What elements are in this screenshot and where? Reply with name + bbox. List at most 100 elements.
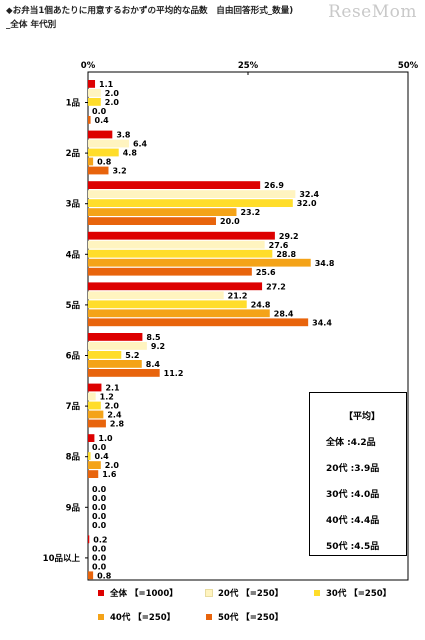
- data-label: 5.2: [125, 351, 139, 360]
- average-row: 50代 :4.5品: [326, 542, 380, 552]
- average-box-title: 【平均】: [344, 412, 381, 422]
- chart-subtitle: _全体 年代別: [6, 20, 57, 30]
- bar: [88, 89, 101, 97]
- category-label: 6品: [66, 352, 81, 362]
- bar: [88, 461, 101, 469]
- data-label: 0.0: [92, 544, 107, 553]
- data-label: 1.6: [102, 470, 117, 479]
- legend-item: 50代 【=250】: [206, 611, 283, 623]
- data-label: 0.0: [92, 562, 107, 571]
- category-label: 1品: [66, 99, 81, 109]
- data-label: 28.8: [276, 250, 296, 259]
- bar: [88, 130, 113, 139]
- legend-label: 40代 【=250】: [110, 613, 176, 623]
- data-label: 0.0: [92, 485, 107, 494]
- data-label: 0.2: [93, 535, 107, 544]
- category-label: 4品: [66, 250, 81, 260]
- bar: [88, 369, 160, 377]
- data-label: 2.0: [105, 402, 120, 411]
- bar: [88, 419, 106, 428]
- legend-label: 全体 【=1000】: [110, 589, 178, 599]
- data-label: 8.5: [146, 333, 161, 342]
- bar: [88, 116, 91, 124]
- chart-title: ◆お弁当1個あたりに用意するおかずの平均的な品数 自由回答形式_数量): [6, 6, 294, 16]
- bar: [88, 452, 91, 460]
- bar: [88, 240, 265, 249]
- data-label: 9.2: [151, 342, 165, 351]
- average-row: 全体 :4.2品: [326, 438, 376, 448]
- data-label: 34.8: [315, 259, 335, 268]
- bar: [88, 291, 224, 300]
- data-label: 6.4: [133, 140, 148, 149]
- legend-swatch: [98, 590, 104, 596]
- bar: [88, 333, 143, 341]
- bar: [88, 434, 95, 442]
- data-label: 28.4: [274, 309, 294, 318]
- legend-label: 20代 【=250】: [218, 589, 284, 599]
- data-label: 32.0: [297, 199, 317, 208]
- bar: [88, 231, 275, 240]
- bar: [88, 139, 129, 148]
- category-label: 5品: [66, 301, 81, 311]
- data-label: 8.4: [146, 360, 161, 369]
- data-label: 0.0: [92, 107, 107, 116]
- bar: [88, 571, 94, 580]
- data-label: 23.2: [240, 208, 260, 217]
- data-label: 0.4: [95, 116, 110, 125]
- average-row: 40代 :4.4品: [326, 516, 380, 526]
- data-label: 32.4: [299, 190, 319, 199]
- legend-item: 40代 【=250】: [98, 611, 175, 623]
- bar: [88, 392, 96, 401]
- data-label: 2.0: [105, 98, 120, 107]
- bar: [88, 351, 122, 359]
- bar: [88, 342, 147, 350]
- legend-item: 全体 【=1000】: [98, 587, 178, 599]
- legend-swatch: [98, 614, 104, 620]
- bar: [88, 181, 261, 189]
- bar: [88, 199, 293, 207]
- data-label: 0.0: [92, 512, 107, 521]
- x-tick-label: 0%: [81, 61, 96, 71]
- data-label: 25.6: [256, 268, 276, 277]
- legend-item: 30代 【=250】: [314, 587, 391, 599]
- data-label: 24.8: [251, 300, 271, 309]
- bar: [88, 410, 104, 419]
- category-label: 9品: [66, 503, 81, 513]
- legend-swatch: [206, 614, 212, 620]
- data-label: 0.0: [92, 494, 107, 503]
- bar: [88, 217, 216, 225]
- bar: [88, 98, 101, 106]
- bar: [88, 470, 99, 478]
- bar: [88, 166, 109, 175]
- data-label: 0.0: [92, 503, 107, 512]
- data-label: 34.4: [312, 318, 332, 327]
- bar: [88, 80, 96, 88]
- resemom-logo: ReseMom: [328, 2, 417, 22]
- data-label: 4.8: [123, 149, 138, 158]
- bar: [88, 258, 311, 267]
- category-label: 8品: [66, 453, 81, 463]
- legend-swatch: [205, 589, 213, 597]
- category-label: 3品: [66, 200, 81, 210]
- bar: [88, 360, 142, 368]
- bar: [88, 208, 237, 216]
- data-label: 27.2: [266, 282, 286, 291]
- data-label: 2.0: [105, 89, 120, 98]
- category-label: 7品: [66, 402, 81, 412]
- bar: [88, 309, 270, 318]
- data-label: 21.2: [228, 291, 248, 300]
- data-label: 27.6: [269, 241, 289, 250]
- legend: 全体 【=1000】 20代 【=250】 30代 【=250】 40代 【=2…: [98, 587, 408, 627]
- bar: [88, 157, 94, 166]
- data-label: 0.8: [97, 158, 112, 167]
- data-label: 0.4: [95, 452, 110, 461]
- bar: [88, 383, 102, 392]
- average-row: 30代 :4.0品: [326, 490, 380, 500]
- legend-label: 30代 【=250】: [326, 589, 392, 599]
- average-box: 【平均】 全体 :4.2品 20代 :3.9品 30代 :4.0品 40代 :4…: [309, 392, 407, 556]
- legend-label: 50代 【=250】: [218, 613, 284, 623]
- bar: [88, 318, 309, 327]
- data-label: 0.0: [92, 443, 107, 452]
- bar: [88, 190, 296, 198]
